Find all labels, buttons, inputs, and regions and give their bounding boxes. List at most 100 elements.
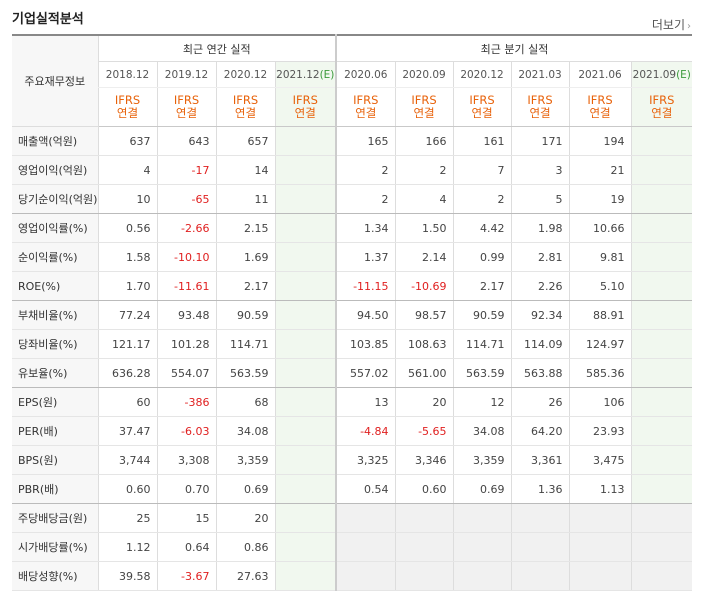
annual-group-header: 최근 연간 실적 <box>97 35 337 62</box>
table-row: 배당성향(%) 39.58 -3.67 27.63 <box>12 561 693 591</box>
value-cell: 2.14 <box>394 242 454 272</box>
value-cell <box>452 503 512 533</box>
value-cell: 26 <box>510 387 570 417</box>
value-cell: 37.47 <box>97 416 157 446</box>
value-cell: 68 <box>215 387 275 417</box>
value-cell: 3,744 <box>97 445 157 475</box>
ifrs-bottom: 연결 <box>294 106 316 120</box>
period-header: 2021.06 <box>568 61 632 88</box>
value-cell: 3,359 <box>452 445 512 475</box>
ifrs-top: IFRS <box>232 93 259 107</box>
value-cell: -4.84 <box>335 416 396 446</box>
row-label: PER(배) <box>12 416 98 446</box>
value-cell: 0.60 <box>394 474 454 504</box>
value-cell <box>630 416 693 446</box>
period-header: 2020.12 <box>215 61 275 88</box>
value-cell: 1.69 <box>215 242 275 272</box>
value-cell: 1.12 <box>97 532 157 562</box>
table-row: 당좌비율(%) 121.17 101.28 114.71 103.85 108.63 114… <box>12 329 693 359</box>
value-cell: 23.93 <box>568 416 632 446</box>
value-cell: -2.66 <box>156 213 216 243</box>
value-cell: 3,308 <box>156 445 216 475</box>
period-label: 2021.03 <box>518 68 562 81</box>
value-cell <box>630 387 693 417</box>
row-label: 시가배당률(%) <box>12 532 98 562</box>
value-cell: 13 <box>335 387 396 417</box>
value-cell: 101.28 <box>156 329 216 359</box>
period-label: 2020.09 <box>402 68 446 81</box>
value-cell: 60 <box>97 387 157 417</box>
ifrs-label: IFRS 연결 <box>274 87 337 127</box>
table-row: 당기순이익(억원) 10 -65 11 2 4 2 5 19 <box>12 184 693 214</box>
value-cell <box>394 532 454 562</box>
period-header: 2018.12 <box>97 61 157 88</box>
ifrs-label: IFRS 연결 <box>568 87 632 127</box>
value-cell: 12 <box>452 387 512 417</box>
value-cell <box>630 271 693 301</box>
table-row: EPS(원) 60 -386 68 13 20 12 26 106 <box>12 387 693 417</box>
value-cell: 10.66 <box>568 213 632 243</box>
value-cell <box>335 503 396 533</box>
value-cell: 124.97 <box>568 329 632 359</box>
value-cell: -386 <box>156 387 216 417</box>
ifrs-top: IFRS <box>353 93 379 107</box>
value-cell <box>630 329 693 359</box>
value-cell: 1.37 <box>335 242 396 272</box>
value-cell <box>568 503 632 533</box>
value-cell: 106 <box>568 387 632 417</box>
value-cell <box>394 561 454 591</box>
value-cell: 20 <box>215 503 275 533</box>
period-header: 2020.09 <box>394 61 454 88</box>
value-cell <box>274 358 337 388</box>
value-cell <box>394 503 454 533</box>
value-cell <box>274 445 337 475</box>
quarter-group-header: 최근 분기 실적 <box>335 35 693 62</box>
value-cell <box>568 561 632 591</box>
value-cell: 0.64 <box>156 532 216 562</box>
value-cell: 657 <box>215 126 275 156</box>
value-cell <box>274 213 337 243</box>
value-cell <box>630 503 693 533</box>
value-cell: 94.50 <box>335 300 396 330</box>
value-cell: 3,346 <box>394 445 454 475</box>
ifrs-top: IFRS <box>114 93 141 107</box>
value-cell: 166 <box>394 126 454 156</box>
value-cell: 563.59 <box>215 358 275 388</box>
value-cell: -65 <box>156 184 216 214</box>
ifrs-label: IFRS 연결 <box>156 87 216 127</box>
value-cell: 27.63 <box>215 561 275 591</box>
more-link[interactable]: 더보기 › <box>652 16 691 33</box>
value-cell: 3,361 <box>510 445 570 475</box>
ifrs-top: IFRS <box>292 93 318 107</box>
period-header: 2021.12(E) <box>274 61 337 88</box>
period-label: 2021.06 <box>578 68 622 81</box>
value-cell: 1.36 <box>510 474 570 504</box>
value-cell: 21 <box>568 155 632 185</box>
table-row: 부채비율(%) 77.24 93.48 90.59 94.50 98.57 90.59 92.… <box>12 300 693 330</box>
row-label: 당좌비율(%) <box>12 329 98 359</box>
ifrs-label: IFRS 연결 <box>97 87 157 127</box>
ifrs-label: IFRS 연결 <box>452 87 512 127</box>
period-label: 2021.09 <box>632 68 677 81</box>
table-row: PER(배) 37.47 -6.03 34.08 -4.84 -5.65 34.08 64.2… <box>12 416 693 446</box>
value-cell <box>274 242 337 272</box>
value-cell <box>510 561 570 591</box>
value-cell: -11.15 <box>335 271 396 301</box>
row-label: 영업이익률(%) <box>12 213 98 243</box>
value-cell <box>274 126 337 156</box>
value-cell: 114.71 <box>452 329 512 359</box>
value-cell <box>510 532 570 562</box>
ifrs-top: IFRS <box>649 93 675 107</box>
value-cell: 39.58 <box>97 561 157 591</box>
value-cell: 1.34 <box>335 213 396 243</box>
financial-table: 주요재무정보 최근 연간 실적 최근 분기 실적 2018.12 2019.12 2… <box>12 34 693 591</box>
value-cell: 171 <box>510 126 570 156</box>
value-cell <box>630 184 693 214</box>
ifrs-top: IFRS <box>173 93 200 107</box>
value-cell: 10 <box>97 184 157 214</box>
value-cell <box>274 155 337 185</box>
value-cell <box>274 474 337 504</box>
ifrs-label: IFRS 연결 <box>394 87 454 127</box>
value-cell: 103.85 <box>335 329 396 359</box>
value-cell: 11 <box>215 184 275 214</box>
